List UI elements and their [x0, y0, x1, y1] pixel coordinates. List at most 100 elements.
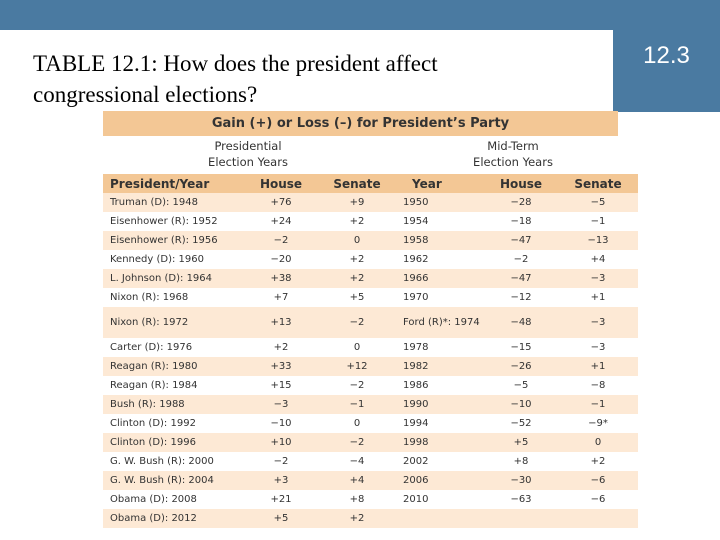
table-cell: −13 [558, 231, 638, 250]
table-cell: +5 [315, 288, 399, 307]
column-header: Senate [315, 174, 399, 193]
table-cell: −3 [558, 269, 638, 288]
table-cell: +4 [315, 471, 399, 490]
table-cell: −6 [558, 471, 638, 490]
table-cell: +1 [558, 288, 638, 307]
table-cell: −10 [484, 395, 558, 414]
table-cell [399, 509, 484, 528]
table-cell: 1970 [399, 288, 484, 307]
table-cell: −5 [484, 376, 558, 395]
table-cell: −47 [484, 231, 558, 250]
table-cell: 0 [315, 414, 399, 433]
top-banner [0, 0, 720, 30]
table-cell: 1982 [399, 357, 484, 376]
table-cell: −15 [484, 338, 558, 357]
table-cell: −2 [484, 250, 558, 269]
table-cell: −18 [484, 212, 558, 231]
table-cell: Bush (R): 1988 [103, 395, 247, 414]
table-cell: −10 [247, 414, 315, 433]
table-cell: +4 [558, 250, 638, 269]
table-cell: +8 [484, 452, 558, 471]
table-cell: 0 [315, 231, 399, 250]
table-row: Truman (D): 1948 +76 +9 1950 −28 −5 [103, 193, 638, 212]
table-cell: −20 [247, 250, 315, 269]
table-cell: Eisenhower (R): 1952 [103, 212, 247, 231]
table-row: Carter (D): 1976 +2 0 1978 −15 −3 [103, 338, 638, 357]
table-cell: 1978 [399, 338, 484, 357]
table-cell: Eisenhower (R): 1956 [103, 231, 247, 250]
table-cell: Obama (D): 2012 [103, 509, 247, 528]
table-cell: +2 [315, 250, 399, 269]
column-header: Year [399, 174, 484, 193]
table-row: Bush (R): 1988 −3 −1 1990 −10 −1 [103, 395, 638, 414]
table-cell: 2002 [399, 452, 484, 471]
column-header: House [484, 174, 558, 193]
table-body: Truman (D): 1948 +76 +9 1950 −28 −5 Eisenhower… [103, 193, 638, 528]
table-cell: −26 [484, 357, 558, 376]
table-cell: −30 [484, 471, 558, 490]
table-cell: −2 [315, 433, 399, 452]
election-results-table: Gain (+) or Loss (–) for President’s Par… [103, 111, 638, 528]
table-row: G. W. Bush (R): 2000 −2 −4 2002 +8 +2 [103, 452, 638, 471]
table-cell: +8 [315, 490, 399, 509]
table-cell: +12 [315, 357, 399, 376]
table-cell: Ford (R)*: 1974 [399, 307, 484, 338]
table-cell: −52 [484, 414, 558, 433]
table-cell: 1958 [399, 231, 484, 250]
table-cell: +3 [247, 471, 315, 490]
table-cell [558, 509, 638, 528]
table-cell: Reagan (R): 1980 [103, 357, 247, 376]
table-cell: 1986 [399, 376, 484, 395]
table-cell: 1962 [399, 250, 484, 269]
table-cell: −12 [484, 288, 558, 307]
table-row: Obama (D): 2008 +21 +8 2010 −63 −6 [103, 490, 638, 509]
table-cell: Obama (D): 2008 [103, 490, 247, 509]
table-cell: −4 [315, 452, 399, 471]
group-label-presidential: Presidential Election Years [208, 139, 288, 169]
table-cell: 1950 [399, 193, 484, 212]
table-cell: −47 [484, 269, 558, 288]
table-cell: −2 [315, 376, 399, 395]
table-cell: +24 [247, 212, 315, 231]
table-cell: +2 [315, 509, 399, 528]
table-cell: −2 [247, 452, 315, 471]
table-cell: +9 [315, 193, 399, 212]
table-cell: 2010 [399, 490, 484, 509]
table-cell: +15 [247, 376, 315, 395]
table-cell: +5 [247, 509, 315, 528]
table-row: G. W. Bush (R): 2004 +3 +4 2006 −30 −6 [103, 471, 638, 490]
table-cell: −5 [558, 193, 638, 212]
table-caption: Gain (+) or Loss (–) for President’s Par… [103, 111, 618, 136]
table-cell: G. W. Bush (R): 2000 [103, 452, 247, 471]
table-cell: 1998 [399, 433, 484, 452]
table-row: Nixon (R): 1968 +7 +5 1970 −12 +1 [103, 288, 638, 307]
table-cell: −1 [558, 212, 638, 231]
table-cell: +2 [315, 212, 399, 231]
table-cell: +33 [247, 357, 315, 376]
column-header: President/Year [103, 174, 247, 193]
column-header: Senate [558, 174, 638, 193]
table-cell: −3 [558, 307, 638, 338]
table-cell: Kennedy (D): 1960 [103, 250, 247, 269]
table-cell: L. Johnson (D): 1964 [103, 269, 247, 288]
table-cell: −3 [247, 395, 315, 414]
table-cell: Clinton (D): 1996 [103, 433, 247, 452]
table-row: Clinton (D): 1992 −10 0 1994 −52 −9* [103, 414, 638, 433]
table-row: L. Johnson (D): 1964 +38 +2 1966 −47 −3 [103, 269, 638, 288]
column-header: House [247, 174, 315, 193]
table-cell: +13 [247, 307, 315, 338]
table-cell: Carter (D): 1976 [103, 338, 247, 357]
table-cell: Reagan (R): 1984 [103, 376, 247, 395]
table-cell: Nixon (R): 1968 [103, 288, 247, 307]
table-cell: −9* [558, 414, 638, 433]
section-badge: 12.3 [613, 0, 720, 112]
column-header-row: President/Year House Senate Year House S… [103, 174, 638, 193]
table-cell: Clinton (D): 1992 [103, 414, 247, 433]
table-cell: −2 [315, 307, 399, 338]
table-cell: +21 [247, 490, 315, 509]
table-cell: −28 [484, 193, 558, 212]
table-cell: −3 [558, 338, 638, 357]
table-cell: Nixon (R): 1972 [103, 307, 247, 338]
table-row: Kennedy (D): 1960 −20 +2 1962 −2 +4 [103, 250, 638, 269]
table-cell: −6 [558, 490, 638, 509]
